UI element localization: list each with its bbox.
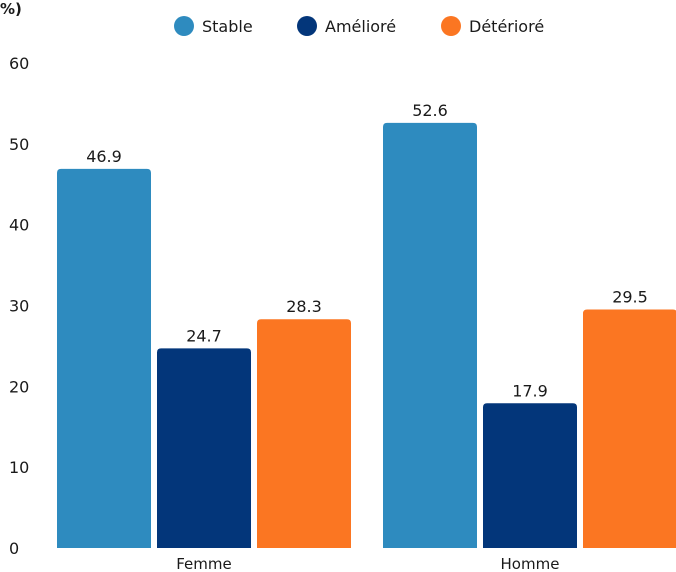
- legend: Stable Amélioré Détérioré: [174, 16, 544, 36]
- data-label-deteriore-femme: 28.3: [286, 297, 322, 316]
- legend-label: Détérioré: [469, 17, 544, 36]
- x-category-label: Femme: [176, 555, 232, 572]
- bar-deteriore-femme: [257, 319, 351, 548]
- legend-swatch: [174, 16, 194, 36]
- bar-deteriore-homme: [583, 309, 676, 548]
- y-unit-label: %): [0, 0, 22, 18]
- y-tick-label: 40: [9, 216, 29, 235]
- data-labels: 46.9 24.7 28.3 52.6 17.9 29.5: [86, 101, 648, 400]
- data-label-stable-femme: 46.9: [86, 147, 122, 166]
- y-tick-label: 20: [9, 377, 29, 396]
- bars: [57, 122, 676, 549]
- bar-stable-femme: [57, 168, 151, 548]
- x-axis: Femme Homme: [176, 555, 559, 572]
- legend-item-stable: Stable: [174, 16, 253, 36]
- y-tick-label: 10: [9, 458, 29, 477]
- data-label-deteriore-homme: 29.5: [612, 288, 648, 307]
- data-label-ameliore-femme: 24.7: [186, 326, 222, 345]
- data-label-stable-homme: 52.6: [412, 101, 448, 120]
- legend-item-deteriore: Détérioré: [441, 16, 544, 36]
- legend-label: Stable: [202, 17, 253, 36]
- y-tick-label: 60: [9, 54, 29, 73]
- y-axis: 0 10 20 30 40 50 60: [9, 54, 29, 558]
- bar-stable-homme: [383, 122, 477, 549]
- legend-label: Amélioré: [325, 17, 396, 36]
- legend-swatch: [441, 16, 461, 36]
- y-tick-label: 30: [9, 297, 29, 316]
- x-category-label: Homme: [501, 555, 560, 572]
- legend-swatch: [297, 16, 317, 36]
- y-tick-label: 0: [9, 539, 19, 558]
- bar-ameliore-homme: [483, 403, 577, 548]
- y-tick-label: 50: [9, 135, 29, 154]
- legend-item-ameliore: Amélioré: [297, 16, 396, 36]
- data-label-ameliore-homme: 17.9: [512, 381, 548, 400]
- bar-ameliore-femme: [157, 348, 251, 548]
